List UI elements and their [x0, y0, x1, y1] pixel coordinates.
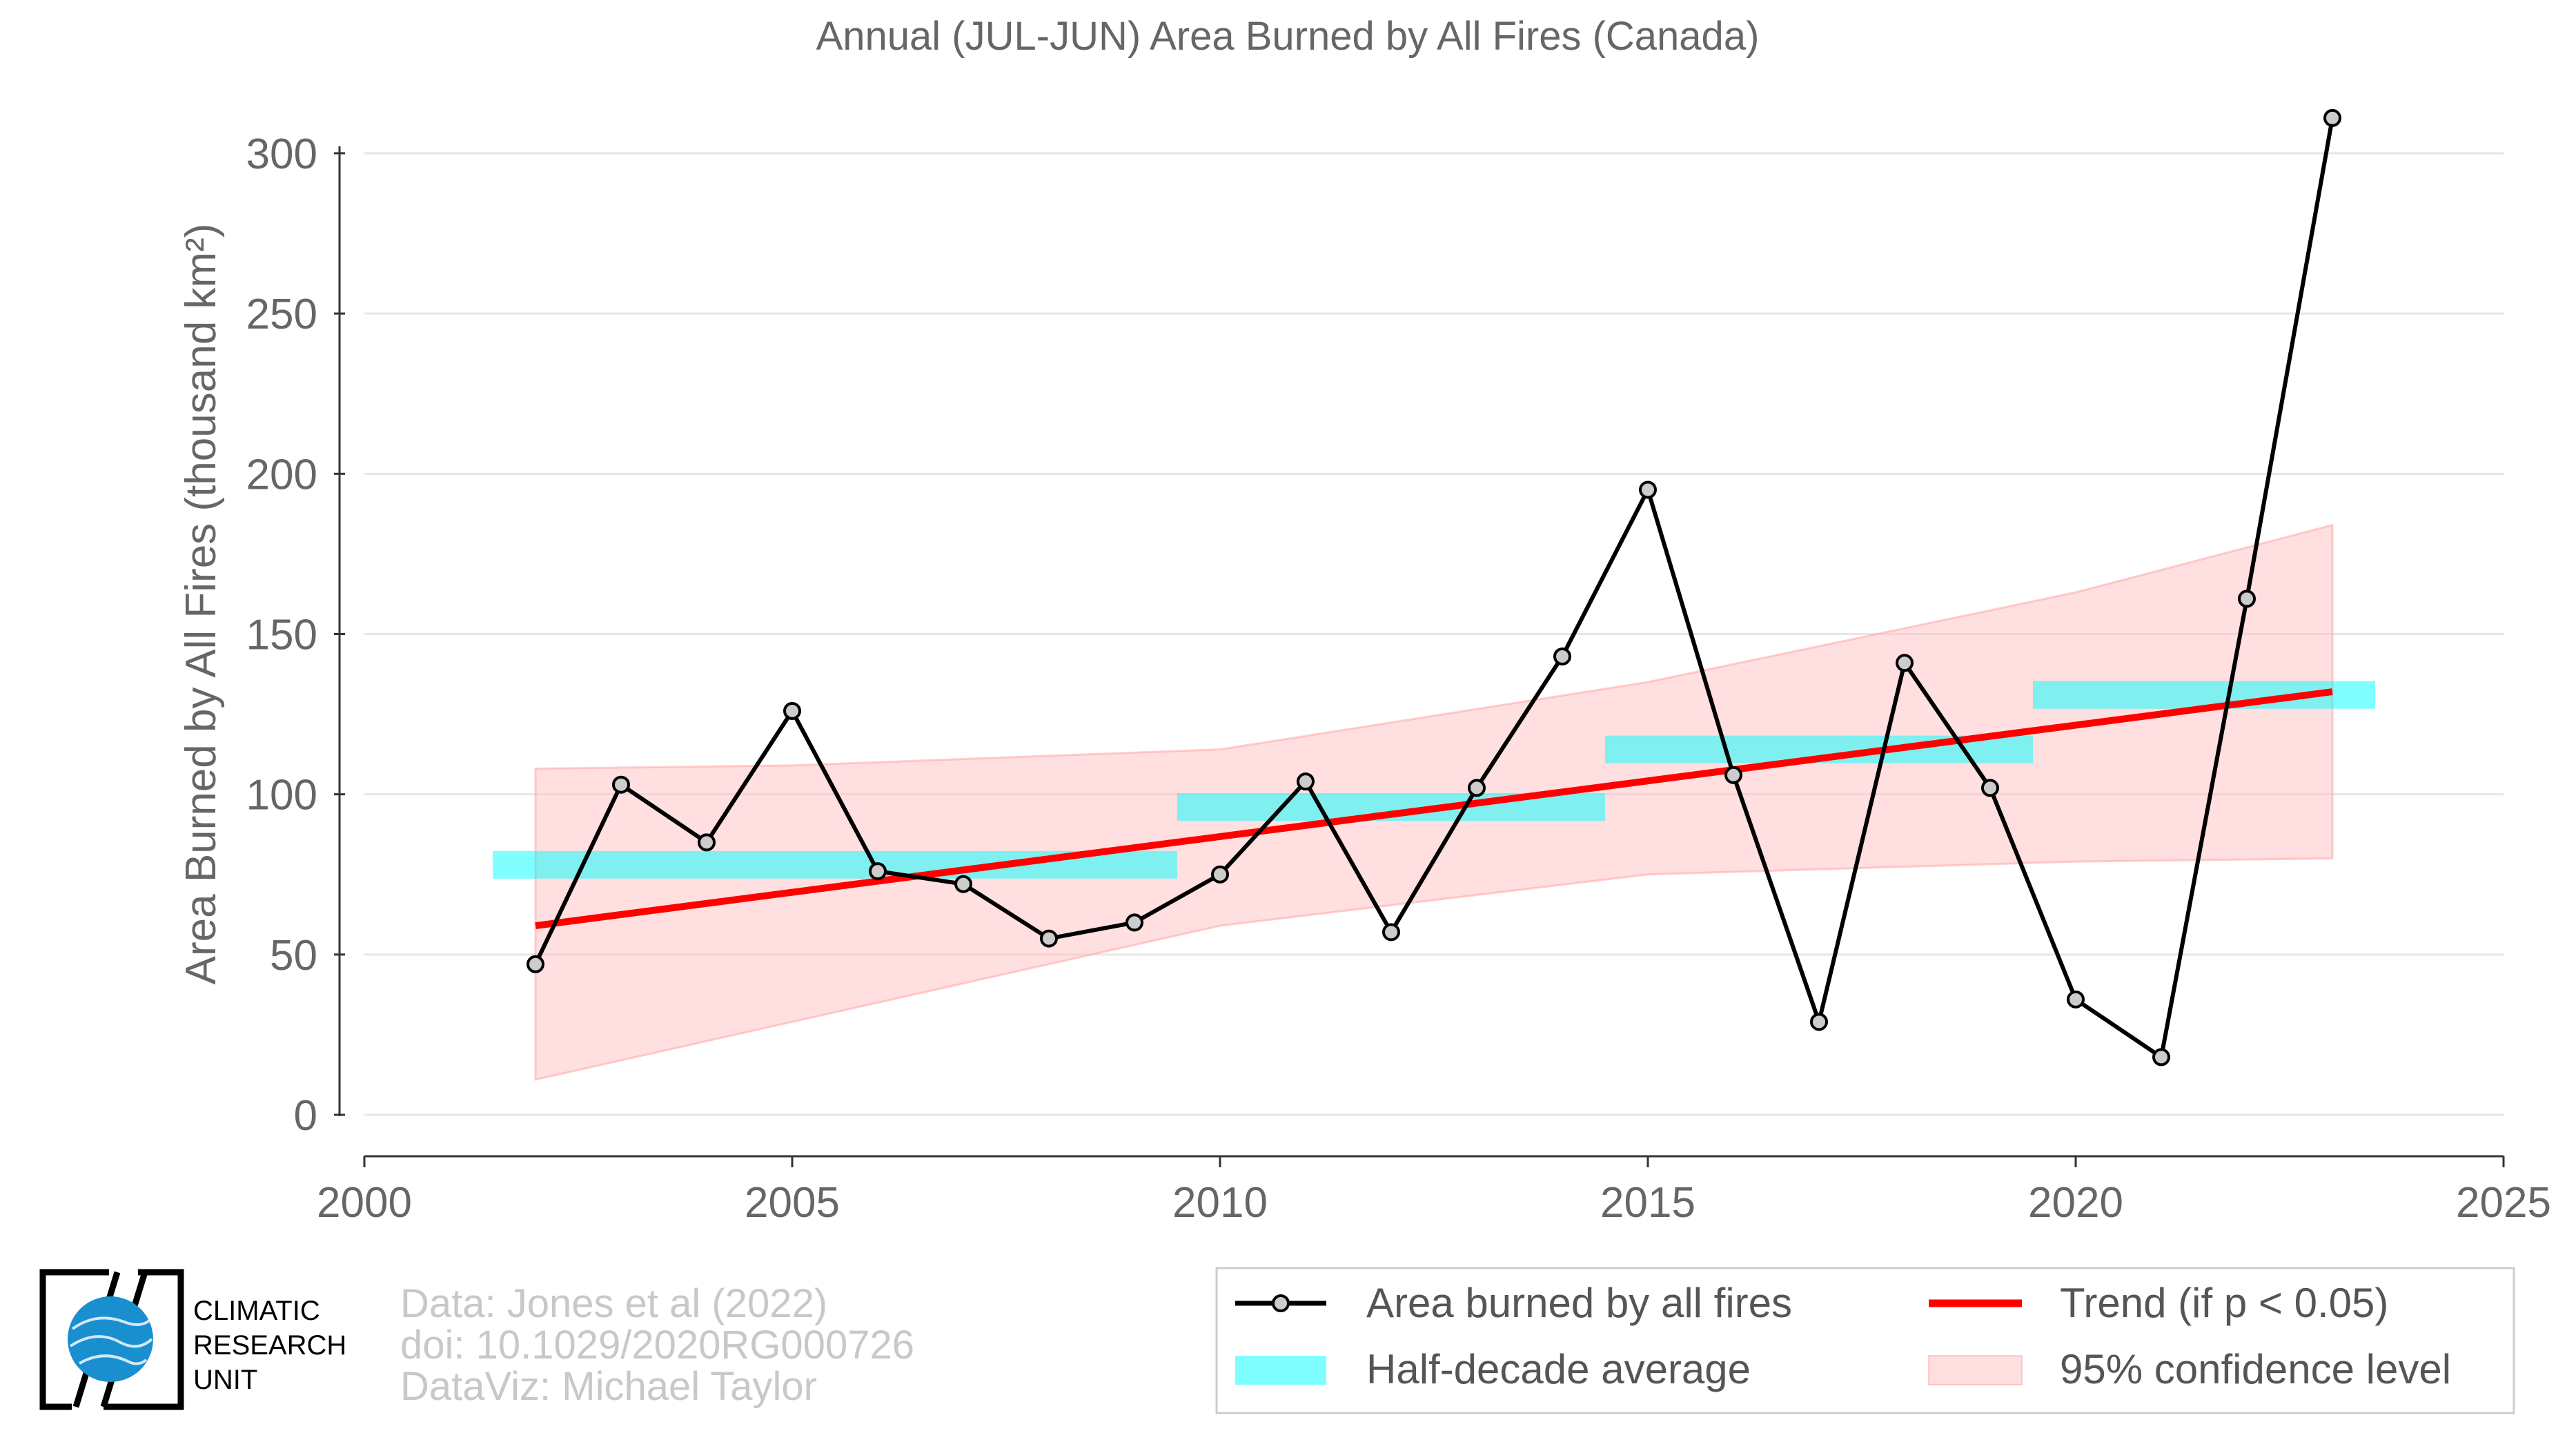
data-point [783, 701, 801, 720]
credit-dataviz: DataViz: Michael Taylor [400, 1364, 817, 1409]
series-line-layer [527, 108, 2341, 1067]
half-decade-average-layer [493, 681, 2375, 879]
legend-label-series: Area burned by all fires [1366, 1280, 1792, 1326]
data-point [1468, 779, 1486, 797]
credit-doi: doi: 10.1029/2020RG000726 [400, 1323, 914, 1367]
half-decade-average-bar [493, 850, 749, 879]
credit-data-source: Data: Jones et al (2022) [400, 1281, 827, 1326]
x-tick-label: 2020 [2028, 1179, 2123, 1227]
data-point [1981, 779, 1999, 797]
series-line [533, 117, 2334, 1060]
data-point [1639, 480, 1657, 499]
legend-label-confidence: 95% confidence level [2060, 1346, 2451, 1392]
trend-layer [535, 688, 2333, 930]
legend-swatch-series-marker [1272, 1294, 1290, 1312]
chart-title: Annual (JUL-JUN) Area Burned by All Fire… [816, 14, 1760, 59]
y-tick-label: 50 [270, 932, 317, 980]
x-tick-label: 2005 [745, 1179, 840, 1227]
cru-logo: CLIMATIC RESEARCH UNIT [39, 1269, 346, 1410]
data-point [698, 833, 716, 852]
tick-labels: 0 50 100 150 200 250 300 2000 2005 2010 2015 2020 20… [246, 130, 2551, 1227]
globe-swirl-icon [69, 1316, 153, 1365]
legend-swatch-confidence [1928, 1355, 2023, 1385]
x-tick-label: 2010 [1172, 1179, 1268, 1227]
logo-text-research: RESEARCH [193, 1330, 346, 1361]
data-point [2323, 108, 2341, 127]
half-decade-average-bar [749, 850, 1177, 879]
logo-text-climatic: CLIMATIC [193, 1296, 320, 1326]
data-point [1810, 1013, 1828, 1031]
y-tick-label: 250 [246, 291, 317, 338]
legend-label-trend: Trend (if p < 0.05) [2060, 1280, 2388, 1326]
credits: Data: Jones et al (2022) doi: 10.1029/20… [400, 1281, 914, 1409]
legend-box [1215, 1267, 2515, 1414]
axes [334, 146, 2505, 1167]
data-point [2238, 590, 2256, 608]
data-point [1896, 654, 1914, 672]
y-axis-label: Area Burned by All Fires (thousand km²) [177, 224, 225, 985]
data-point [1297, 772, 1315, 791]
legend: Area burned by all fires Half-decade ave… [1215, 1267, 2515, 1414]
data-point [954, 875, 972, 893]
x-tick-label: 2015 [1600, 1179, 1695, 1227]
data-point [2067, 990, 2085, 1009]
legend-swatch-average [1235, 1356, 1326, 1385]
logo-frame [39, 1269, 184, 1410]
data-point [1553, 647, 1571, 666]
data-point [612, 775, 630, 794]
logo-text-unit: UNIT [193, 1365, 257, 1395]
x-tick-label: 2000 [317, 1179, 412, 1227]
legend-label-average: Half-decade average [1366, 1346, 1751, 1392]
data-point [1724, 766, 1742, 784]
data-point [869, 862, 887, 881]
data-point [2152, 1048, 2170, 1067]
y-tick-label: 200 [246, 451, 317, 498]
x-tick-label: 2025 [2456, 1179, 2551, 1227]
y-tick-label: 100 [246, 772, 317, 819]
trend-line [535, 688, 2333, 930]
y-tick-label: 0 [294, 1092, 317, 1140]
data-point [527, 955, 544, 973]
data-point [1040, 929, 1058, 948]
data-point [1125, 913, 1143, 932]
y-tick-label: 150 [246, 612, 317, 659]
data-point [1211, 865, 1229, 884]
y-tick-label: 300 [246, 130, 317, 178]
data-point [1382, 923, 1400, 942]
